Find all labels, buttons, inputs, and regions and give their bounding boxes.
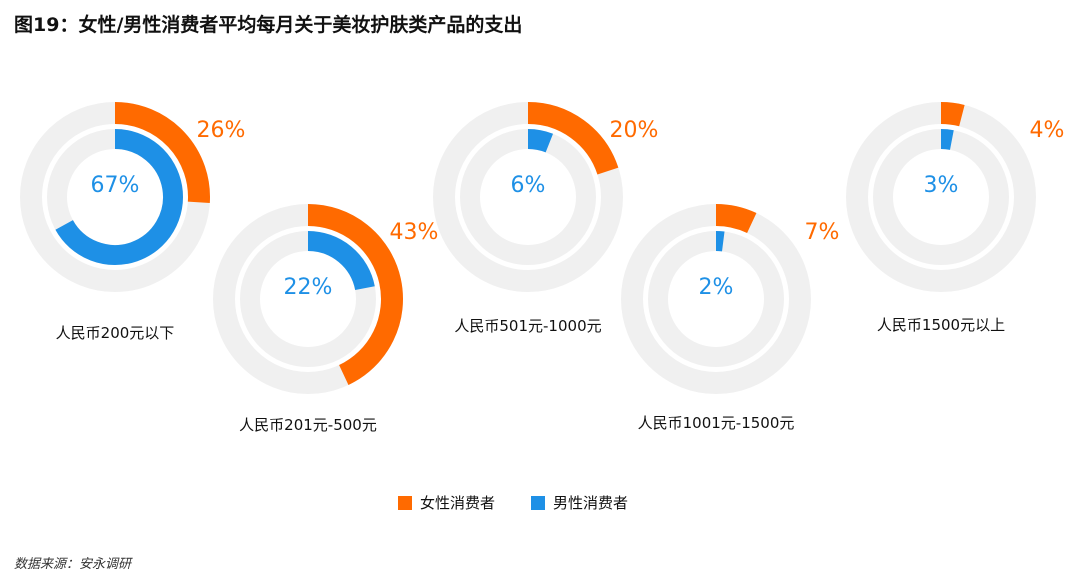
category-label-4: 人民币1001元-1500元 [637,414,795,432]
legend-item-male: 男性消费者 [531,492,628,513]
category-label-1: 人民币200元以下 [55,324,175,342]
male-arc-2 [307,231,375,291]
legend-label-female: 女性消费者 [420,494,496,512]
male-value-label-3: 6% [511,173,546,198]
female-value-label-4: 7% [805,220,840,245]
legend: 女性消费者 男性消费者 [398,492,664,513]
female-value-label-5: 4% [1030,118,1065,143]
male-arc-3 [527,129,554,153]
female-arc-4 [715,204,757,234]
female-value-label-3: 20% [610,118,659,143]
legend-item-female: 女性消费者 [398,492,495,513]
chart-title: 图19：女性/男性消费者平均每月关于美妆护肤类产品的支出 [14,14,523,36]
legend-swatch-female [398,495,412,510]
category-label-2: 人民币201元-500元 [239,416,377,434]
female-arc-3 [527,102,619,175]
legend-label-male: 男性消费者 [553,494,629,512]
female-arc-2 [307,204,403,385]
female-arc-5 [940,102,965,127]
male-arc-1 [55,129,183,265]
category-label-5: 人民币1500元以上 [876,316,1006,334]
male-value-label-2: 22% [284,275,333,300]
male-value-label-4: 2% [699,275,734,300]
female-arc-1 [114,102,210,203]
legend-swatch-male [531,495,546,510]
female-value-label-2: 43% [390,220,439,245]
female-value-label-1: 26% [197,118,246,143]
male-arc-5 [940,129,954,150]
category-label-3: 人民币501元-1000元 [454,317,602,335]
male-value-label-5: 3% [924,173,959,198]
male-value-label-1: 67% [91,173,140,198]
source-note: 数据来源：安永调研 [14,557,132,572]
